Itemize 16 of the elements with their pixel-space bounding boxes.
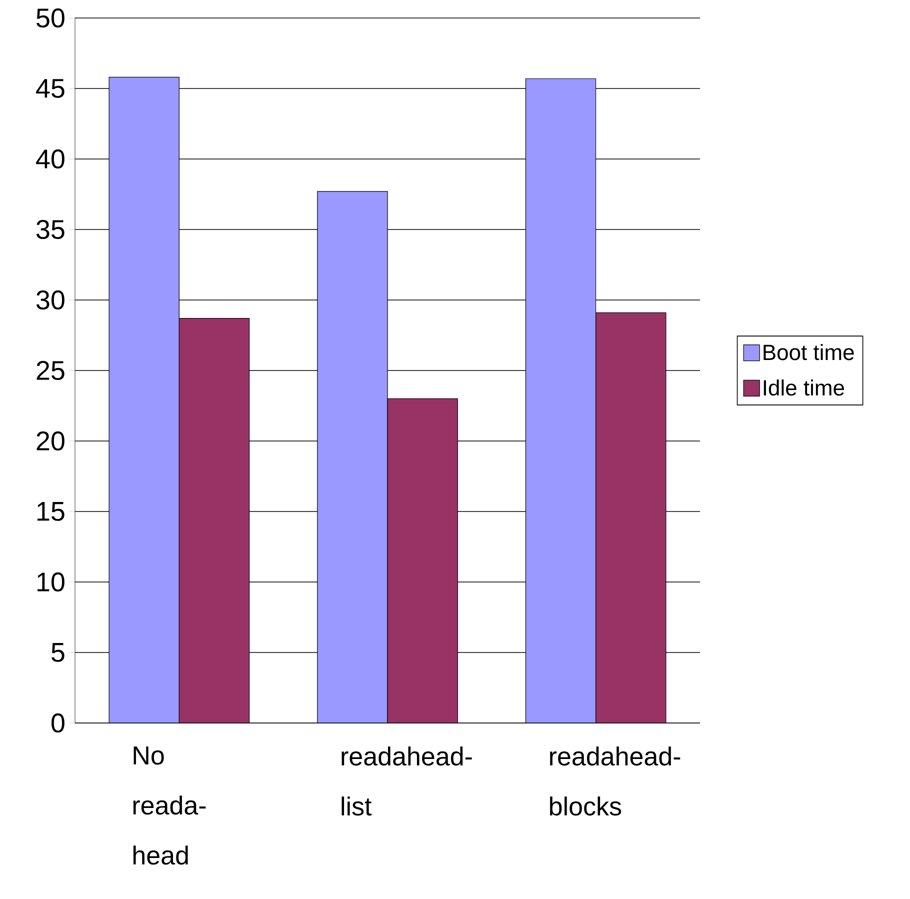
y-tick-label: 35 — [36, 220, 64, 240]
y-tick-label: 15 — [37, 502, 64, 521]
y-tick-label: 50 — [36, 8, 64, 28]
y-tick-label: 20 — [36, 431, 64, 451]
y-tick-label: 0 — [52, 713, 64, 733]
y-tick-label: 40 — [36, 149, 64, 169]
legend-label: Idle time — [764, 379, 844, 396]
y-tick-label: 10 — [37, 572, 64, 592]
x-tick-label: readahead-blocks — [550, 746, 680, 816]
legend-label: Boot time — [764, 344, 854, 360]
y-tick-label: 45 — [36, 79, 64, 98]
x-tick-label: readahead-list — [342, 746, 472, 816]
y-tick-label: 30 — [36, 290, 64, 310]
y-tick-label: 5 — [52, 643, 64, 662]
y-tick-label: 25 — [36, 360, 64, 380]
x-tick-label: No reada-head — [133, 746, 206, 865]
